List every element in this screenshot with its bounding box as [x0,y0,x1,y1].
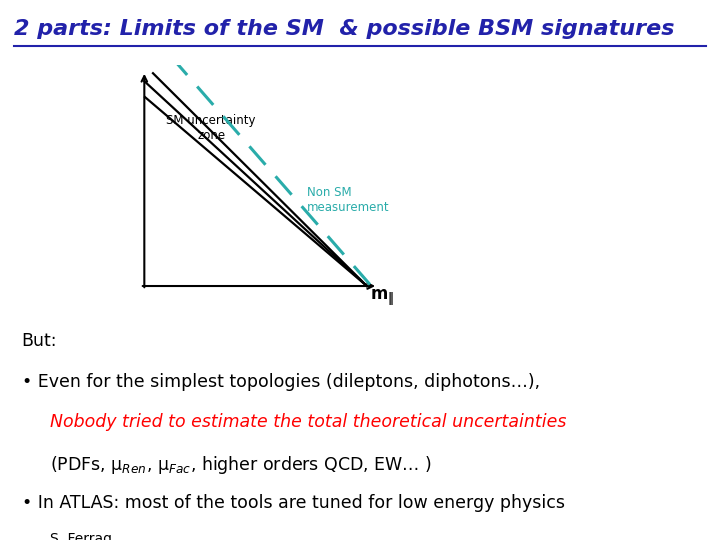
Text: S. Ferrag: S. Ferrag [50,532,112,540]
Text: $\mathbf{m_{\|}}$: $\mathbf{m_{\|}}$ [370,288,395,308]
Text: (PDFs, μ$_{Ren}$, μ$_{Fac}$, higher orders QCD, EW… ): (PDFs, μ$_{Ren}$, μ$_{Fac}$, higher orde… [50,454,433,476]
Text: 2 parts: Limits of the SM  & possible BSM signatures: 2 parts: Limits of the SM & possible BSM… [14,19,675,39]
Text: SM uncertainty
zone: SM uncertainty zone [166,114,256,142]
Text: Non SM
measurement: Non SM measurement [307,186,390,214]
Text: • In ATLAS: most of the tools are tuned for low energy physics: • In ATLAS: most of the tools are tuned … [22,494,564,512]
Text: • Even for the simplest topologies (dileptons, diphotons…),: • Even for the simplest topologies (dile… [22,373,540,390]
Text: Nobody tried to estimate the total theoretical uncertainties: Nobody tried to estimate the total theor… [50,413,567,431]
Text: But:: But: [22,332,57,350]
